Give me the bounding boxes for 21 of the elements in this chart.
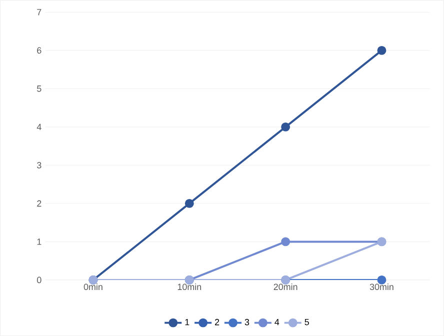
y-tick-label: 1: [37, 238, 42, 245]
legend-label: 4: [274, 318, 280, 326]
y-tick-label: 6: [37, 47, 42, 54]
point: [184, 198, 194, 208]
x-tick-label: 0min: [84, 283, 102, 290]
y-tick-label: 7: [37, 9, 42, 16]
point: [281, 122, 290, 132]
y-tick-label: 3: [37, 162, 42, 168]
y-tick-label: 0: [37, 276, 42, 284]
y-tick-label: 5: [37, 86, 42, 92]
legend-label: 2: [215, 318, 220, 326]
legend-label: 1: [185, 318, 190, 326]
x-tick-label: 10min: [178, 283, 202, 290]
y-tick-label: 2: [37, 200, 42, 207]
point: [377, 46, 386, 55]
point: [281, 237, 290, 246]
legend-label: 5: [304, 318, 309, 326]
y-tick-label: 4: [36, 124, 42, 130]
x-tick-label: 30min: [370, 283, 394, 290]
x-tick-label: 20min: [274, 283, 298, 290]
legend-label: 3: [244, 318, 250, 326]
